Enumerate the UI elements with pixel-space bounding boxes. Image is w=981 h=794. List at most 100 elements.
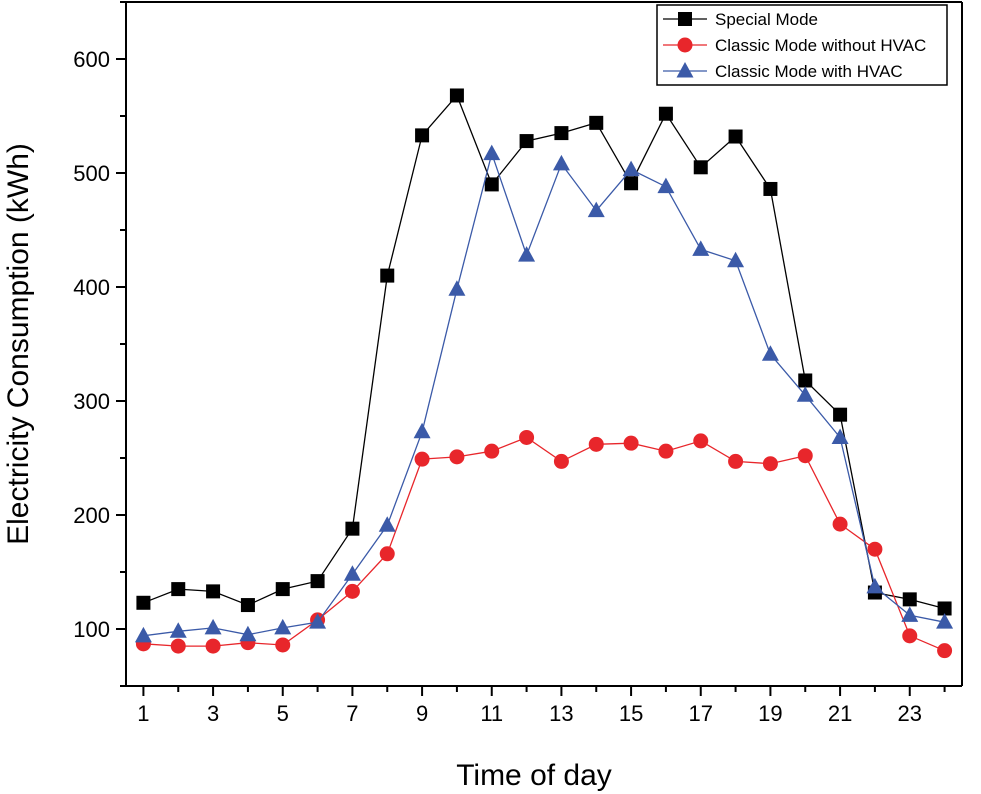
x-tick-label: 21: [828, 701, 852, 726]
data-point: [274, 618, 292, 635]
y-axis-title: Electricity Consumption (kWh): [2, 143, 35, 545]
x-tick-label: 17: [689, 701, 713, 726]
x-tick-label: 13: [549, 701, 573, 726]
data-point: [448, 280, 466, 296]
data-point: [171, 582, 186, 597]
data-point: [763, 181, 778, 196]
data-point: [170, 638, 186, 654]
data-point: [204, 618, 222, 635]
x-axis-title: Time of day: [456, 759, 612, 792]
data-point: [553, 453, 569, 469]
data-point: [761, 345, 779, 361]
series-1: [136, 88, 952, 616]
data-point: [344, 583, 360, 599]
data-point: [937, 643, 953, 659]
x-tick-label: 5: [277, 701, 289, 726]
x-tick-label: 11: [480, 701, 503, 726]
axes: 1 3 5 7 9 11 13 15 17 19 21 23100200300400500600Tim…: [2, 1, 963, 792]
data-point: [552, 154, 570, 171]
data-point: [831, 428, 849, 444]
x-tick-label: 9: [416, 701, 428, 726]
data-point: [693, 433, 709, 449]
data-point: [693, 160, 708, 175]
data-point: [936, 613, 954, 629]
legend-label: Classic Mode without HVAC: [715, 36, 926, 55]
data-point: [727, 251, 745, 268]
data-point: [449, 449, 465, 465]
data-point: [658, 106, 673, 121]
data-point: [519, 134, 534, 149]
data-point: [623, 435, 639, 451]
data-point: [518, 246, 536, 262]
y-tick-label: 300: [73, 389, 110, 414]
data-point: [622, 160, 640, 177]
data-point: [310, 574, 325, 589]
data-point: [866, 577, 884, 594]
y-tick-label: 100: [73, 617, 110, 642]
data-point: [380, 268, 395, 283]
data-point: [379, 546, 395, 562]
data-point: [134, 626, 152, 643]
data-point: [413, 422, 431, 439]
data-point: [378, 516, 396, 532]
data-point: [309, 613, 327, 629]
data-point: [345, 521, 360, 536]
series-layer: [134, 88, 954, 659]
data-point: [624, 176, 639, 191]
legend-marker: [677, 37, 693, 53]
data-point: [240, 598, 255, 613]
data-point: [275, 582, 290, 597]
data-point: [484, 177, 499, 192]
legend: Special Mode Classic Mode without HVAC Cla…: [656, 4, 948, 86]
data-point: [519, 429, 535, 445]
data-point: [833, 407, 848, 422]
data-point: [901, 606, 919, 622]
data-point: [275, 637, 291, 653]
data-point: [902, 628, 918, 644]
data-point: [449, 88, 464, 103]
legend-marker: [676, 62, 694, 78]
legend-item: Classic Mode without HVAC: [663, 36, 926, 55]
series-line: [143, 151, 945, 637]
y-tick-label: 200: [73, 503, 110, 528]
data-point: [343, 565, 361, 581]
x-tick-label: 1: [137, 701, 149, 726]
data-point: [205, 638, 221, 654]
data-point: [587, 201, 605, 218]
data-point: [762, 456, 778, 472]
data-point: [483, 144, 501, 161]
legend-label: Special Mode: [715, 10, 818, 29]
data-point: [239, 625, 257, 642]
data-point: [206, 584, 221, 599]
data-point: [589, 115, 604, 130]
y-tick-label: 600: [73, 47, 110, 72]
legend-item: Special Mode: [663, 10, 818, 29]
data-point: [484, 443, 500, 459]
legend-marker: [678, 12, 692, 26]
series-line: [143, 436, 945, 652]
data-point: [796, 386, 814, 402]
data-point: [169, 622, 187, 638]
series-line: [143, 94, 945, 610]
data-point: [692, 240, 710, 256]
x-tick-label: 7: [346, 701, 358, 726]
x-tick-label: 19: [758, 701, 782, 726]
data-point: [136, 595, 151, 610]
data-point: [414, 451, 430, 467]
series-2: [135, 429, 953, 659]
series-3: [134, 144, 954, 643]
data-point: [867, 541, 883, 557]
data-point: [832, 516, 848, 532]
y-tick-label: 400: [73, 275, 110, 300]
x-tick-label: 23: [898, 701, 922, 726]
data-point: [658, 443, 674, 459]
data-point: [657, 177, 675, 194]
data-point: [937, 601, 952, 616]
y-tick-label: 500: [73, 161, 110, 186]
x-tick-label: 3: [207, 701, 219, 726]
data-point: [798, 373, 813, 388]
legend-label: Classic Mode with HVAC: [715, 62, 903, 81]
data-point: [554, 126, 569, 141]
